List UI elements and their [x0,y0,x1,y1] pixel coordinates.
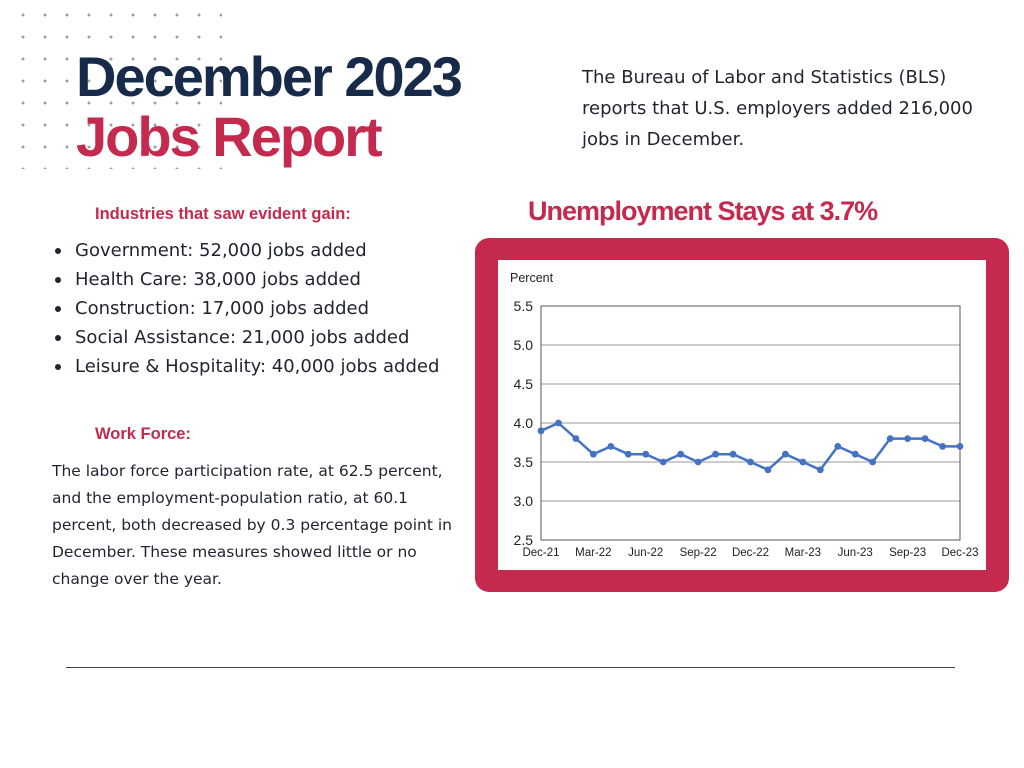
data-point [816,466,824,474]
y-tick-label: 4.0 [514,415,534,431]
page-title-line1: December 2023 [76,45,463,108]
data-point [886,435,894,442]
y-tick-label: 3.0 [514,493,534,509]
x-tick-label: Mar-23 [785,547,821,559]
chart-panel: Percent 5.5 5.0 4.5 4.0 3.5 3.0 2.5 Dec-21 Mar-2… [498,260,986,570]
workforce-text: The labor force participation rate, at 6… [52,462,452,588]
bullet-icon [55,277,61,283]
bullet-icon [55,306,61,312]
data-point [712,450,719,458]
data-point [939,443,946,450]
x-tick-label: Sep-23 [889,547,926,559]
data-point [624,450,632,458]
gains-heading: Industries that saw evident gain: [95,205,351,223]
list-item: Leisure & Hospitality: 40,000 jobs added [53,352,439,381]
page-title-line2: Jobs Report [76,105,383,168]
divider [66,667,955,668]
y-tick-label: 4.5 [514,376,534,392]
x-tick-label: Dec-22 [732,547,769,559]
plot-border [540,305,961,541]
list-item: Government: 52,000 jobs added [53,236,439,265]
bullet-icon [55,364,61,370]
list-item: Construction: 17,000 jobs added [53,294,439,323]
y-tick-label: 3.5 [514,454,534,470]
data-point [659,458,667,466]
data-point [607,443,615,450]
y-tick-label: 5.0 [514,337,534,353]
x-tick-label: Dec-23 [941,547,978,559]
x-tick-label: Jun-23 [838,547,873,559]
list-item-text: Construction: 17,000 jobs added [75,298,370,319]
gains-list: Government: 52,000 jobs added Health Car… [53,236,439,381]
data-point [799,458,807,466]
data-point [904,435,912,442]
x-tick-label: Dec-21 [522,547,559,559]
data-point [642,450,650,458]
data-point [956,443,964,450]
list-item: Social Assistance: 21,000 jobs added [53,323,439,352]
data-point [782,450,789,458]
data-point [747,458,754,466]
x-tick-label: Jun-22 [628,547,663,559]
intro-text: The Bureau of Labor and Statistics (BLS)… [582,67,973,150]
data-point [694,458,702,466]
list-item: Health Care: 38,000 jobs added [53,265,439,294]
x-tick-label: Mar-22 [575,547,611,559]
list-item-text: Health Care: 38,000 jobs added [75,269,361,290]
data-point [921,435,929,442]
data-point [537,427,545,435]
data-point [589,450,597,458]
y-tick-label: 2.5 [514,532,534,548]
y-axis-label: Percent [510,271,554,285]
data-point [677,450,685,458]
data-point [572,435,580,442]
list-item-text: Leisure & Hospitality: 40,000 jobs added [75,356,440,377]
data-point [834,443,842,450]
chart-title: Unemployment Stays at 3.7% [528,196,878,226]
decorative-dot-grid [12,4,222,169]
data-point [851,450,859,458]
list-item-text: Social Assistance: 21,000 jobs added [75,327,410,348]
workforce-heading: Work Force: [95,425,191,443]
list-item-text: Government: 52,000 jobs added [75,240,367,261]
data-point [764,466,772,474]
data-point [869,458,877,466]
data-point [555,419,562,427]
y-tick-label: 5.5 [514,298,534,314]
bullet-icon [55,248,61,254]
x-tick-label: Sep-22 [680,547,717,559]
data-point [729,450,737,458]
bullet-icon [55,335,61,341]
